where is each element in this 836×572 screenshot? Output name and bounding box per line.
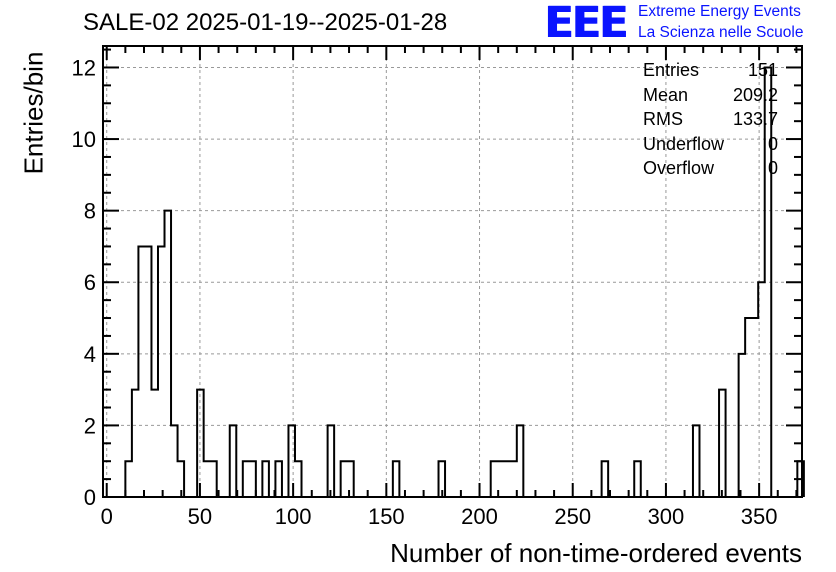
stats-value: 0 [767, 158, 778, 178]
y-axis-title: Entries/bin [18, 51, 49, 175]
x-tick-label: 350 [741, 504, 778, 529]
x-tick-label: 200 [461, 504, 498, 529]
histogram-bar [151, 390, 158, 497]
y-tick-label: 12 [72, 55, 96, 80]
x-tick-label: 300 [648, 504, 685, 529]
stats-box: Entries 151 Mean 209.2 RMS 133.7 Underfl… [643, 60, 778, 183]
y-tick-label: 8 [84, 199, 96, 224]
stats-row-entries: Entries 151 [643, 60, 778, 85]
stats-value: 151 [747, 60, 778, 80]
stats-row-rms: RMS 133.7 [643, 109, 778, 134]
x-tick-label: 50 [188, 504, 212, 529]
stats-row-underflow: Underflow 0 [643, 134, 778, 159]
x-axis-title: Number of non-time-ordered events [390, 538, 802, 568]
stats-value: 209.2 [732, 84, 778, 105]
stats-label: Overflow [643, 158, 715, 178]
x-tick-label: 250 [554, 504, 591, 529]
stats-label: Underflow [643, 133, 725, 154]
stats-row-overflow: Overflow 0 [643, 158, 778, 183]
eee-logo-mark: EEE [544, 0, 628, 48]
x-tick-label: 100 [275, 504, 312, 529]
y-tick-label: 0 [84, 485, 96, 510]
logo-line-2: La Scienza nelle Scuole [638, 24, 804, 41]
logo-line-1: Extreme Energy Events [638, 3, 801, 20]
histogram-bar [504, 461, 511, 497]
stats-row-mean: Mean 209.2 [643, 85, 778, 110]
x-tick-label: 150 [368, 504, 405, 529]
stats-value: 0 [767, 133, 778, 154]
y-tick-label: 4 [84, 342, 96, 367]
stats-value: 133.7 [732, 109, 778, 129]
chart-title: SALE-02 2025-01-19--2025-01-28 [83, 9, 448, 36]
stats-label: Mean [643, 84, 689, 105]
stats-label: Entries [643, 60, 700, 80]
histogram-bar [752, 318, 759, 497]
y-tick-label: 10 [72, 127, 96, 152]
stats-label: RMS [643, 109, 683, 129]
x-tick-label: 0 [101, 504, 113, 529]
y-tick-label: 2 [84, 413, 96, 438]
plot-frame [102, 45, 803, 498]
y-tick-label: 6 [84, 270, 96, 295]
histogram-bar [204, 461, 211, 497]
